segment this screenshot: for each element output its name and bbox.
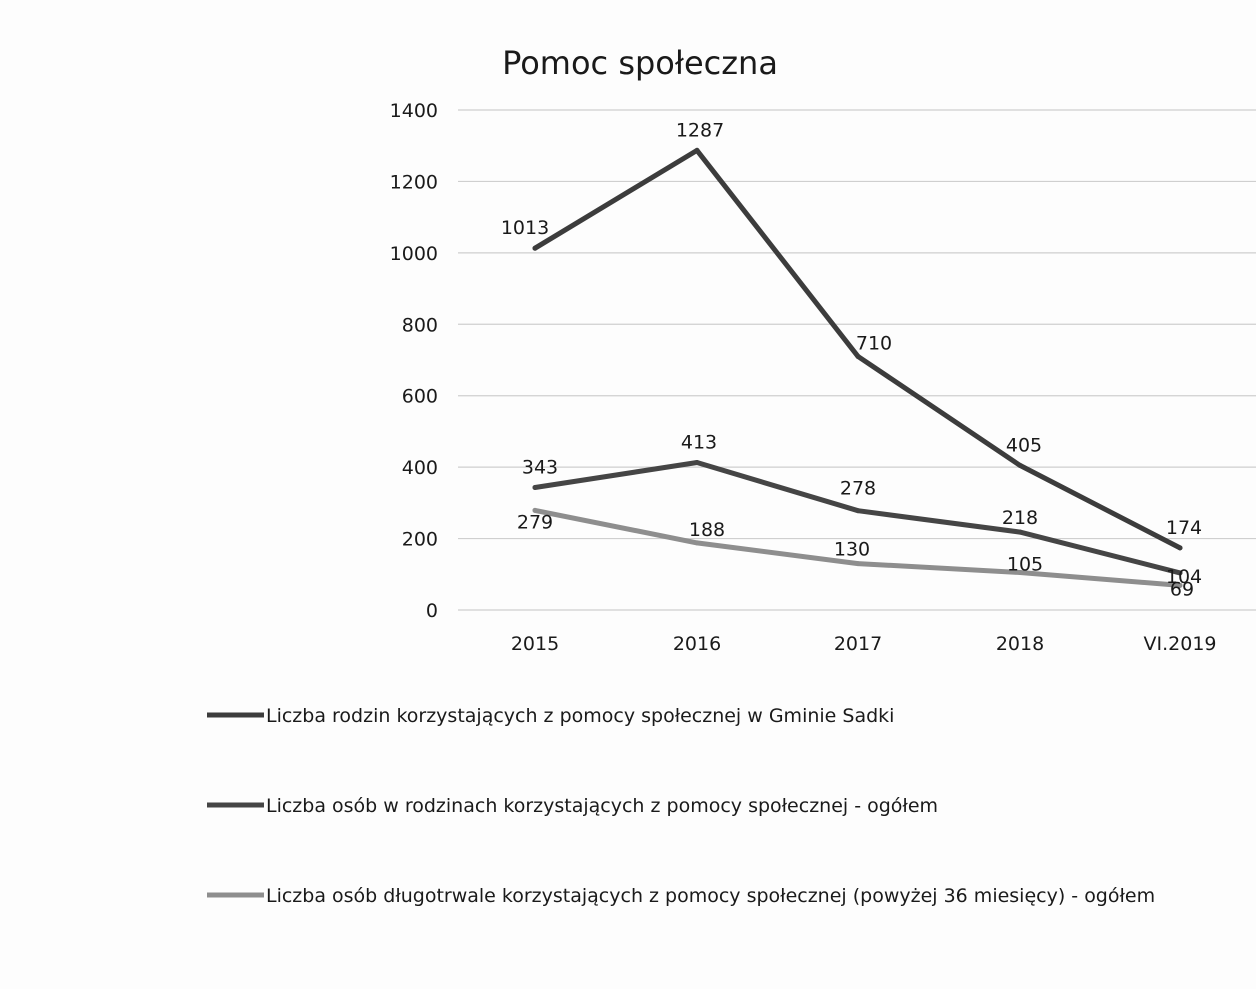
data-label: 710 — [856, 332, 892, 354]
x-tick-label: 2017 — [834, 633, 882, 655]
data-point — [694, 460, 700, 465]
data-label: 188 — [689, 519, 725, 541]
y-tick-label: 800 — [402, 314, 438, 336]
data-point — [1177, 570, 1183, 576]
y-tick-label: 400 — [402, 457, 438, 479]
data-point — [1177, 545, 1183, 551]
legend: Liczba rodzin korzystających z pomocy sp… — [207, 705, 1155, 907]
data-label: 104 — [1166, 566, 1202, 588]
data-point — [855, 561, 861, 567]
data-label: 69 — [1170, 578, 1194, 600]
y-tick-label: 600 — [402, 386, 438, 408]
x-tick-label: 2015 — [511, 633, 559, 655]
data-point — [694, 540, 700, 546]
y-tick-label: 1400 — [390, 100, 438, 122]
data-label: 413 — [681, 432, 717, 454]
data-label: 174 — [1166, 517, 1202, 539]
x-tick-label: 2018 — [996, 633, 1044, 655]
data-point — [1177, 582, 1183, 588]
y-tick-label: 0 — [426, 600, 438, 622]
x-axis-ticks: 2015 2016 2017 2018 VI.2019 — [511, 633, 1217, 655]
data-point — [532, 485, 538, 490]
data-label: 343 — [522, 457, 558, 479]
x-tick-label: 2016 — [673, 633, 721, 655]
data-label: 218 — [1002, 507, 1038, 529]
y-tick-label: 1200 — [390, 171, 438, 193]
data-label: 278 — [840, 478, 876, 500]
data-label: 130 — [834, 539, 870, 561]
data-point — [1017, 529, 1023, 535]
series-lines — [532, 147, 1183, 588]
data-point — [855, 508, 861, 514]
y-axis-ticks: 0 200 400 600 800 1000 1200 1400 — [390, 100, 438, 622]
data-point — [1017, 462, 1023, 468]
data-label: 1013 — [501, 217, 549, 239]
x-tick-label: VI.2019 — [1144, 633, 1217, 655]
data-point — [1017, 570, 1023, 575]
data-labels: 1013 1287 710 405 174 343 413 278 218 104 279 188 13… — [501, 119, 1202, 600]
legend-label: Liczba osób długotrwale korzystających z… — [266, 885, 1155, 907]
data-label: 279 — [517, 511, 553, 533]
y-tick-label: 1000 — [390, 243, 438, 265]
legend-label: Liczba osób w rodzinach korzystających z… — [266, 795, 938, 817]
data-point — [694, 147, 700, 153]
y-tick-label: 200 — [402, 529, 438, 551]
gridlines — [458, 109, 1256, 611]
data-label: 405 — [1006, 434, 1042, 456]
chart-title: Pomoc społeczna — [502, 44, 778, 82]
data-label: 105 — [1007, 554, 1043, 576]
legend-label: Liczba rodzin korzystających z pomocy sp… — [266, 705, 894, 727]
data-label: 1287 — [676, 119, 724, 141]
data-point — [855, 353, 861, 359]
data-point — [532, 245, 538, 251]
data-point — [532, 507, 538, 513]
